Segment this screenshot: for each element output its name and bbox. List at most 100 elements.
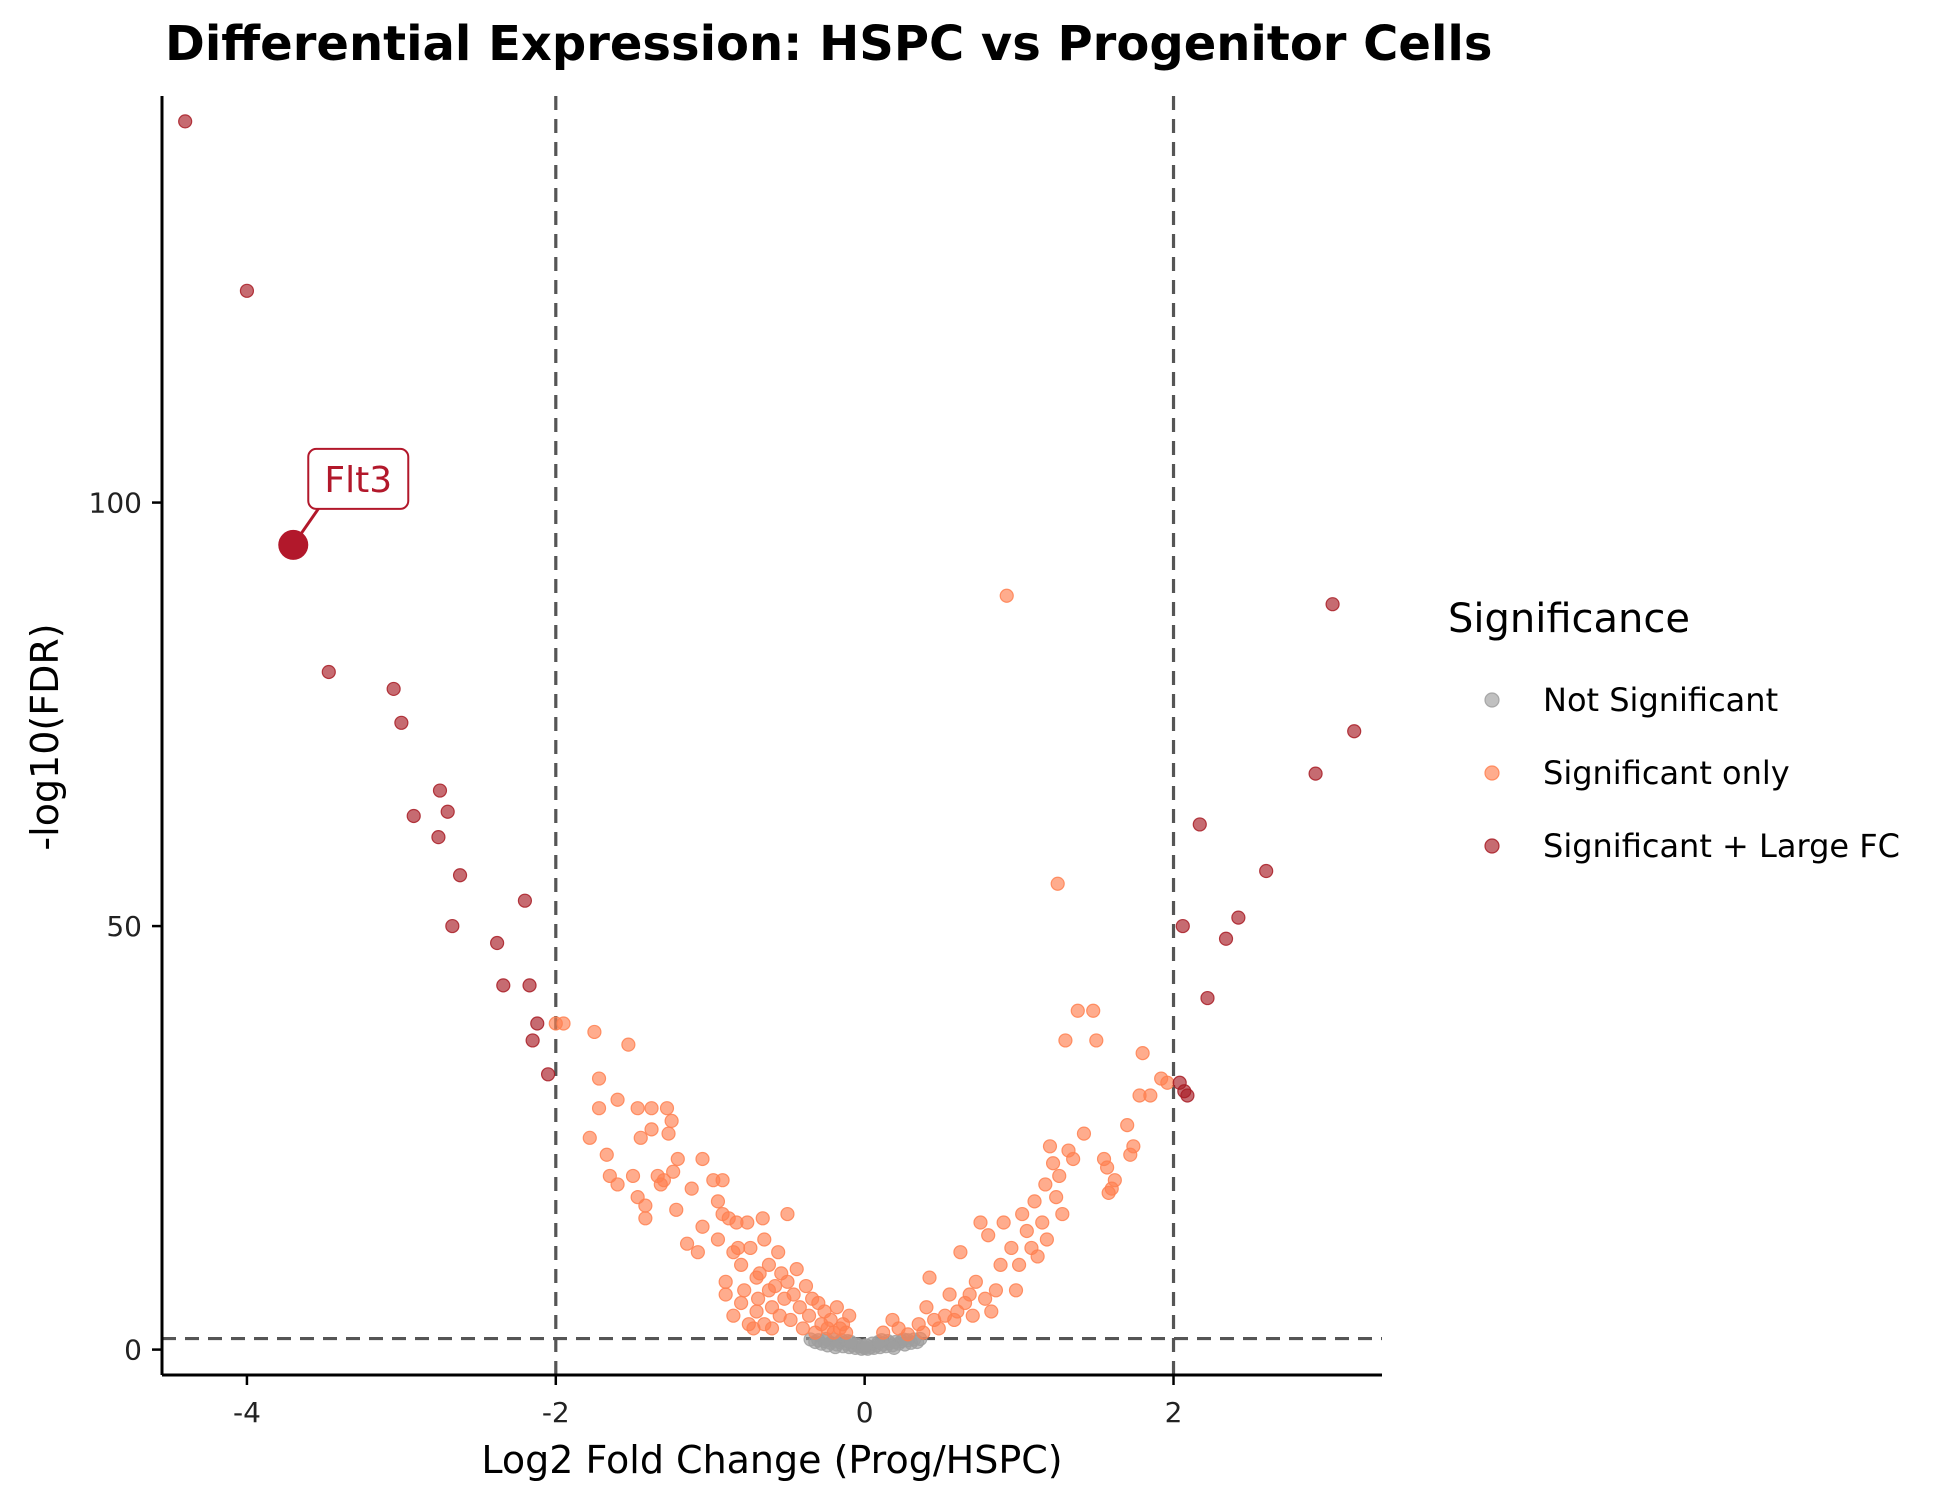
data-point: [973, 1215, 988, 1230]
data-points: [178, 114, 1362, 1356]
data-point: [664, 1113, 679, 1128]
data-point: [638, 1198, 653, 1213]
data-point: [1019, 1223, 1034, 1239]
data-point: [743, 1240, 758, 1256]
data-point: [859, 1338, 874, 1353]
data-point: [1086, 1003, 1101, 1018]
callout-label: Flt3: [324, 460, 392, 501]
data-point: [900, 1327, 915, 1342]
chart-title: Differential Expression: HSPC vs Progeni…: [165, 16, 1492, 72]
data-point: [490, 935, 505, 951]
data-point: [740, 1215, 755, 1230]
data-point: [761, 1257, 777, 1272]
data-point: [670, 1151, 685, 1167]
data-point: [1055, 1206, 1070, 1222]
data-point: [659, 1101, 675, 1116]
legend-key: [1484, 838, 1500, 854]
data-point: [746, 1321, 761, 1336]
data-point: [599, 1147, 614, 1162]
data-point: [726, 1308, 741, 1323]
data-point: [792, 1300, 807, 1315]
data-point: [1030, 1249, 1045, 1264]
x-ticks: -4 -2 0 2: [233, 1375, 1182, 1429]
x-tick-label: -4: [233, 1396, 261, 1429]
data-point: [1126, 1139, 1141, 1154]
data-point: [321, 664, 336, 680]
data-point: [661, 1126, 676, 1141]
data-point: [431, 830, 446, 845]
data-point: [1045, 1156, 1061, 1171]
data-point: [755, 1211, 770, 1226]
x-axis-title: Log2 Fold Change (Prog/HSPC): [481, 1438, 1062, 1482]
y-ticks: 0 50 100: [89, 487, 162, 1367]
y-tick-label: 100: [89, 487, 142, 520]
data-point: [1192, 817, 1207, 832]
data-point: [1042, 1139, 1058, 1154]
data-point: [656, 1173, 671, 1188]
data-point: [666, 1164, 681, 1179]
data-point: [1231, 910, 1246, 925]
data-point: [876, 1325, 891, 1340]
data-point: [734, 1295, 749, 1311]
data-point: [1038, 1177, 1053, 1192]
data-point: [996, 1215, 1011, 1230]
legend-label: Significant + Large FC: [1543, 827, 1900, 865]
data-point: [1107, 1173, 1122, 1188]
data-point: [591, 1101, 607, 1116]
data-point: [406, 808, 421, 824]
data-point: [1011, 1257, 1027, 1272]
data-point: [1200, 990, 1215, 1006]
data-point: [953, 1245, 968, 1260]
data-point: [530, 1016, 545, 1031]
data-point: [522, 978, 537, 993]
data-point: [1180, 1088, 1195, 1103]
data-point: [715, 1173, 730, 1188]
data-point: [445, 918, 460, 934]
data-point: [710, 1232, 726, 1247]
legend: Significance Not Significant Significant …: [1448, 596, 1900, 865]
data-point: [1347, 724, 1362, 739]
data-point: [968, 1274, 983, 1289]
legend-key: [1484, 765, 1500, 781]
data-point: [621, 1037, 636, 1052]
data-point: [587, 1024, 602, 1040]
y-tick-label: 0: [124, 1334, 142, 1367]
data-point: [828, 1339, 843, 1355]
data-point: [922, 1270, 937, 1285]
data-point: [452, 868, 468, 883]
data-point: [829, 1300, 844, 1315]
data-point: [764, 1321, 780, 1336]
data-point: [1218, 931, 1234, 946]
data-point: [582, 1130, 597, 1145]
data-point: [734, 1257, 749, 1272]
y-tick-label: 50: [106, 910, 142, 943]
data-point: [695, 1219, 710, 1234]
data-point: [780, 1274, 795, 1289]
data-point: [1004, 1240, 1019, 1256]
data-point: [1049, 1190, 1064, 1205]
axes: [160, 96, 1382, 1377]
data-point: [644, 1122, 659, 1137]
data-point: [394, 715, 409, 730]
data-point: [1089, 1033, 1104, 1048]
data-point: [988, 1283, 1004, 1298]
data-point: [432, 783, 448, 798]
data-point: [1015, 1206, 1030, 1222]
data-point: [749, 1304, 764, 1319]
data-point: [730, 1240, 746, 1256]
data-point: [1100, 1160, 1115, 1175]
data-point: [630, 1101, 645, 1116]
data-point: [496, 978, 511, 993]
data-point: [801, 1308, 817, 1323]
data-point: [679, 1236, 695, 1251]
data-point: [978, 1291, 993, 1306]
data-point: [1101, 1185, 1116, 1200]
callout-box: [307, 447, 410, 510]
data-point: [1120, 1118, 1135, 1133]
data-point: [710, 1194, 726, 1209]
x-tick-label: -2: [542, 1396, 570, 1429]
legend-key: [1484, 692, 1500, 708]
data-point: [610, 1177, 625, 1192]
data-point: [718, 1274, 733, 1289]
data-point: [1058, 1033, 1073, 1048]
